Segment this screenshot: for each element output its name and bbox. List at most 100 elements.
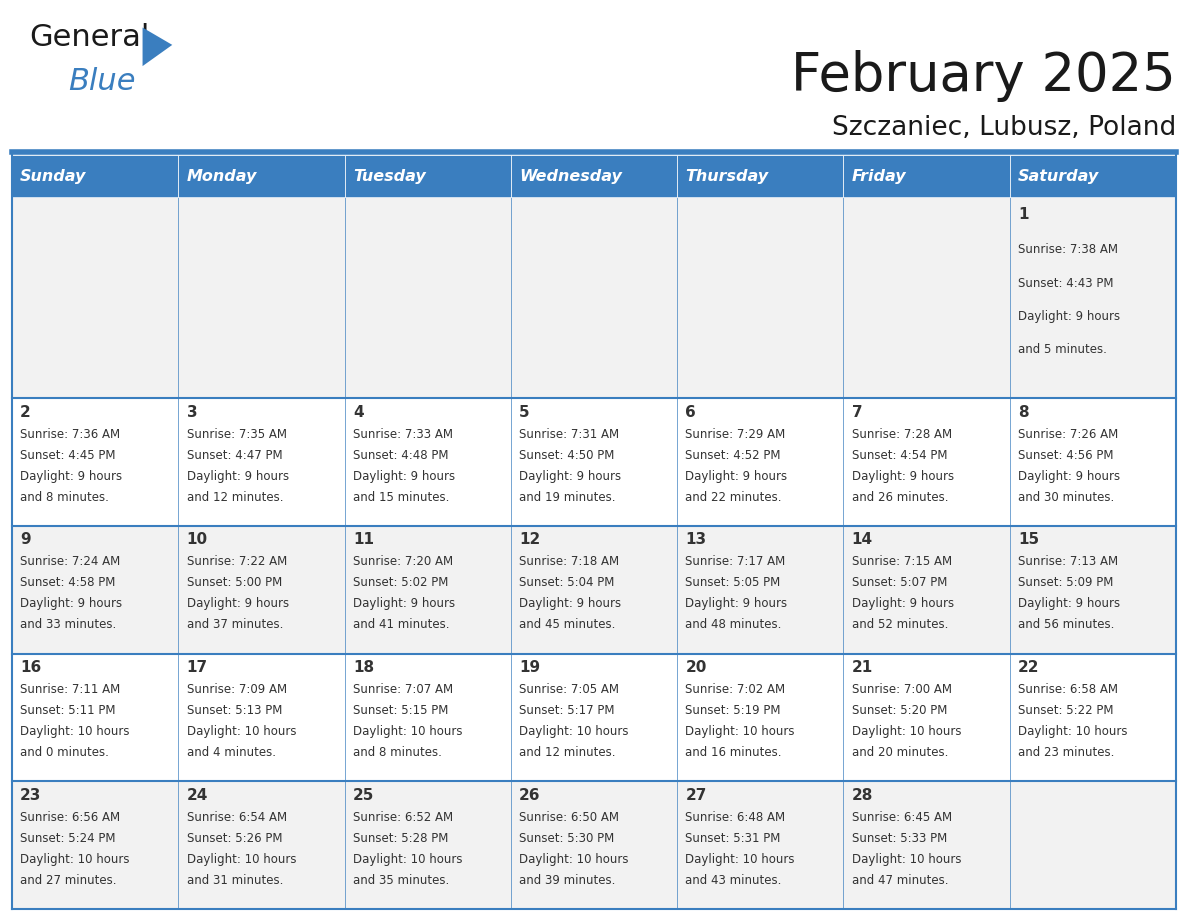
Bar — [677, 398, 843, 526]
Bar — [178, 398, 345, 526]
Bar — [843, 398, 1010, 526]
Text: and 0 minutes.: and 0 minutes. — [20, 746, 109, 759]
Text: Sunset: 5:20 PM: Sunset: 5:20 PM — [852, 704, 947, 717]
Text: Sunset: 5:24 PM: Sunset: 5:24 PM — [20, 832, 115, 845]
Text: 7: 7 — [852, 405, 862, 420]
Text: Sunset: 5:00 PM: Sunset: 5:00 PM — [187, 577, 282, 589]
Text: Daylight: 9 hours: Daylight: 9 hours — [353, 598, 455, 610]
Text: Sunrise: 6:56 AM: Sunrise: 6:56 AM — [20, 811, 120, 823]
Text: and 5 minutes.: and 5 minutes. — [1018, 343, 1107, 356]
Text: Tuesday: Tuesday — [353, 169, 425, 184]
Text: Sunset: 5:13 PM: Sunset: 5:13 PM — [187, 704, 282, 717]
Text: and 19 minutes.: and 19 minutes. — [519, 491, 615, 504]
Text: Daylight: 10 hours: Daylight: 10 hours — [852, 853, 961, 866]
Text: Sunrise: 7:38 AM: Sunrise: 7:38 AM — [1018, 243, 1118, 256]
Bar — [178, 197, 345, 398]
Text: Daylight: 10 hours: Daylight: 10 hours — [685, 853, 795, 866]
Text: and 37 minutes.: and 37 minutes. — [187, 619, 283, 632]
Text: 11: 11 — [353, 532, 374, 547]
Text: 23: 23 — [20, 788, 42, 802]
Text: 17: 17 — [187, 660, 208, 675]
Text: 26: 26 — [519, 788, 541, 802]
Bar — [12, 781, 178, 909]
Text: Sunrise: 6:45 AM: Sunrise: 6:45 AM — [852, 811, 952, 823]
Text: 22: 22 — [1018, 660, 1040, 675]
Text: 4: 4 — [353, 405, 364, 420]
Text: Daylight: 9 hours: Daylight: 9 hours — [1018, 598, 1120, 610]
Text: and 47 minutes.: and 47 minutes. — [852, 874, 948, 887]
Text: February 2025: February 2025 — [791, 50, 1176, 102]
Text: Sunrise: 6:52 AM: Sunrise: 6:52 AM — [353, 811, 453, 823]
Bar — [12, 197, 178, 398]
Text: 24: 24 — [187, 788, 208, 802]
Text: and 48 minutes.: and 48 minutes. — [685, 619, 782, 632]
Text: Sunrise: 7:07 AM: Sunrise: 7:07 AM — [353, 683, 453, 696]
Text: 8: 8 — [1018, 405, 1029, 420]
Text: Wednesday: Wednesday — [519, 169, 623, 184]
Text: Friday: Friday — [852, 169, 906, 184]
Bar — [1010, 155, 1176, 197]
Text: and 41 minutes.: and 41 minutes. — [353, 619, 449, 632]
Text: Sunrise: 7:18 AM: Sunrise: 7:18 AM — [519, 555, 619, 568]
Text: 20: 20 — [685, 660, 707, 675]
Bar — [1010, 654, 1176, 781]
Text: and 45 minutes.: and 45 minutes. — [519, 619, 615, 632]
Bar — [1010, 197, 1176, 398]
Bar — [345, 398, 511, 526]
Text: and 23 minutes.: and 23 minutes. — [1018, 746, 1114, 759]
Text: Sunset: 5:31 PM: Sunset: 5:31 PM — [685, 832, 781, 845]
Text: Daylight: 10 hours: Daylight: 10 hours — [1018, 725, 1127, 738]
Bar — [1010, 526, 1176, 654]
Bar — [511, 398, 677, 526]
Text: Sunday: Sunday — [20, 169, 87, 184]
Bar — [1010, 398, 1176, 526]
Text: Sunset: 4:56 PM: Sunset: 4:56 PM — [1018, 449, 1113, 462]
Text: and 56 minutes.: and 56 minutes. — [1018, 619, 1114, 632]
Text: 13: 13 — [685, 532, 707, 547]
Text: Sunrise: 6:58 AM: Sunrise: 6:58 AM — [1018, 683, 1118, 696]
Text: 15: 15 — [1018, 532, 1040, 547]
Text: 6: 6 — [685, 405, 696, 420]
Bar — [345, 781, 511, 909]
Text: 12: 12 — [519, 532, 541, 547]
Text: and 43 minutes.: and 43 minutes. — [685, 874, 782, 887]
Text: Sunrise: 7:05 AM: Sunrise: 7:05 AM — [519, 683, 619, 696]
Text: Sunrise: 7:11 AM: Sunrise: 7:11 AM — [20, 683, 120, 696]
Text: 27: 27 — [685, 788, 707, 802]
Bar — [511, 781, 677, 909]
Text: Sunrise: 7:22 AM: Sunrise: 7:22 AM — [187, 555, 286, 568]
Text: Sunrise: 7:13 AM: Sunrise: 7:13 AM — [1018, 555, 1118, 568]
Bar — [1010, 781, 1176, 909]
Text: Sunset: 5:07 PM: Sunset: 5:07 PM — [852, 577, 947, 589]
Text: Daylight: 10 hours: Daylight: 10 hours — [519, 853, 628, 866]
Text: Sunrise: 7:31 AM: Sunrise: 7:31 AM — [519, 428, 619, 441]
Text: Sunset: 4:58 PM: Sunset: 4:58 PM — [20, 577, 115, 589]
Text: 2: 2 — [20, 405, 31, 420]
Text: and 12 minutes.: and 12 minutes. — [187, 491, 283, 504]
Text: Sunset: 5:26 PM: Sunset: 5:26 PM — [187, 832, 282, 845]
Text: Sunrise: 7:26 AM: Sunrise: 7:26 AM — [1018, 428, 1118, 441]
Text: Sunset: 5:05 PM: Sunset: 5:05 PM — [685, 577, 781, 589]
Text: Sunset: 5:17 PM: Sunset: 5:17 PM — [519, 704, 614, 717]
Text: Daylight: 10 hours: Daylight: 10 hours — [519, 725, 628, 738]
Text: Sunrise: 7:36 AM: Sunrise: 7:36 AM — [20, 428, 120, 441]
Text: and 12 minutes.: and 12 minutes. — [519, 746, 615, 759]
Text: and 39 minutes.: and 39 minutes. — [519, 874, 615, 887]
Text: Daylight: 10 hours: Daylight: 10 hours — [685, 725, 795, 738]
Text: and 35 minutes.: and 35 minutes. — [353, 874, 449, 887]
Bar — [12, 398, 178, 526]
Text: Sunrise: 7:24 AM: Sunrise: 7:24 AM — [20, 555, 120, 568]
Text: Sunset: 5:02 PM: Sunset: 5:02 PM — [353, 577, 448, 589]
Text: and 52 minutes.: and 52 minutes. — [852, 619, 948, 632]
Text: Daylight: 9 hours: Daylight: 9 hours — [852, 470, 954, 483]
Bar — [12, 654, 178, 781]
Text: and 4 minutes.: and 4 minutes. — [187, 746, 276, 759]
Text: 1: 1 — [1018, 207, 1029, 222]
Text: General: General — [30, 23, 150, 52]
Text: Sunset: 5:28 PM: Sunset: 5:28 PM — [353, 832, 448, 845]
Text: Sunrise: 7:02 AM: Sunrise: 7:02 AM — [685, 683, 785, 696]
Text: Daylight: 10 hours: Daylight: 10 hours — [852, 725, 961, 738]
Bar — [677, 197, 843, 398]
Bar — [345, 155, 511, 197]
Text: Daylight: 9 hours: Daylight: 9 hours — [187, 598, 289, 610]
